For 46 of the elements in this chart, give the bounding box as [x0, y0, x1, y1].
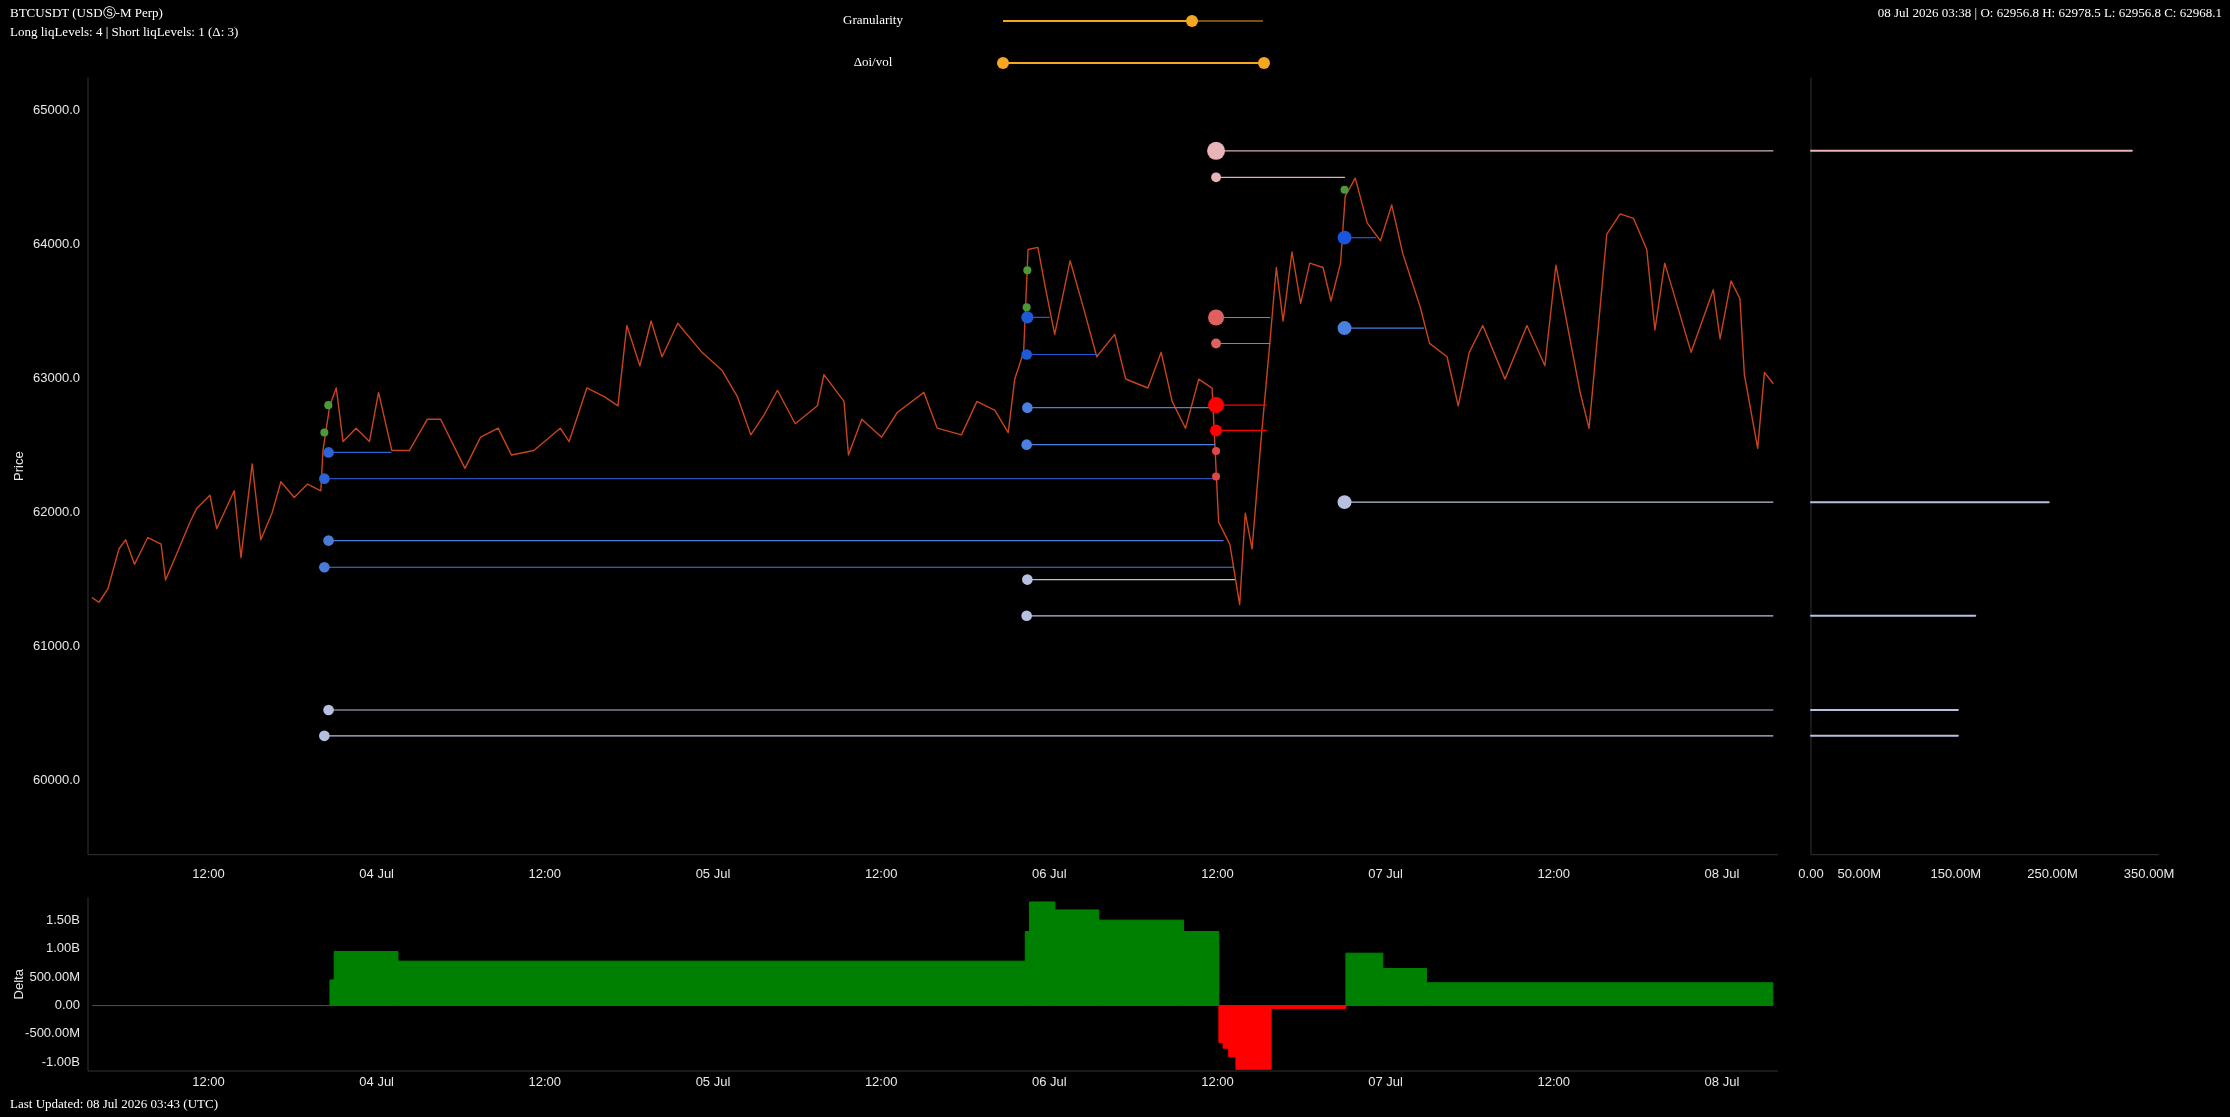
y-tick-label: 61000.0: [33, 638, 80, 654]
y-tick-label: -500.00M: [25, 1025, 80, 1041]
x-tick-label: 12:00: [1537, 866, 1571, 882]
x-tick-label: 07 Jul: [1368, 1074, 1404, 1090]
x-tick-label: 150.00M: [1930, 866, 1982, 882]
x-tick-label: 12:00: [1537, 1074, 1571, 1090]
x-tick-label: 350.00M: [2123, 866, 2175, 882]
x-tick-label: 06 Jul: [1031, 1074, 1067, 1090]
x-tick-label: 05 Jul: [695, 1074, 731, 1090]
x-tick-label: 12:00: [192, 866, 225, 882]
x-tick-label: 04 Jul: [359, 1074, 395, 1090]
x-tick-label: 12:00: [1201, 1074, 1234, 1090]
text: Last Updated: 08 Jul 2026 03:43 (UTC): [10, 1095, 218, 1111]
y-tick-label: -1.00B: [41, 1053, 80, 1069]
x-tick-label: 08 Jul: [1704, 866, 1740, 882]
y-tick-label: 0.00: [54, 996, 80, 1012]
x-tick-label: 12:00: [528, 866, 562, 882]
text: Δoi/vol: [853, 53, 893, 69]
y-tick-label: 63000.0: [33, 370, 80, 386]
x-tick-label: 12:00: [528, 1074, 562, 1090]
x-tick-label: 12:00: [864, 866, 898, 882]
x-tick-label: 12:00: [864, 1074, 898, 1090]
x-tick-label: 05 Jul: [695, 866, 731, 882]
x-tick-label: 06 Jul: [1031, 866, 1067, 882]
x-tick-label: 12:00: [1201, 866, 1234, 882]
y-tick-label: 62000.0: [33, 504, 80, 520]
y-tick-label: 1.00B: [46, 940, 80, 956]
x-tick-label: 50.00M: [1837, 866, 1881, 882]
y-axis-title: Delta: [11, 968, 27, 1000]
x-tick-label: 250.00M: [2027, 866, 2078, 882]
y-tick-label: 60000.0: [33, 772, 80, 788]
y-tick-label: 500.00M: [29, 968, 80, 984]
x-tick-label: 08 Jul: [1704, 1074, 1740, 1090]
y-axis-title: Price: [11, 451, 27, 481]
x-tick-label: 07 Jul: [1368, 866, 1404, 882]
chart-title: BTCUSDT (USDⓈ-M Perp): [10, 4, 163, 20]
text: Granularity: [843, 11, 904, 27]
x-tick-label: 04 Jul: [359, 866, 395, 882]
x-tick-label: 12:00: [192, 1074, 225, 1090]
y-tick-label: 1.50B: [46, 911, 80, 927]
y-tick-label: 65000.0: [33, 102, 80, 118]
chart-subtitle: Long liqLevels: 4 | Short liqLevels: 1 (Δ: 3): [10, 23, 239, 39]
line-series: [91, 177, 1774, 606]
x-tick-label: 0.00: [1798, 866, 1824, 882]
y-tick-label: 64000.0: [33, 236, 80, 252]
text: 08 Jul 2026 03:38 | O: 62956.8 H: 62978.5 L: 62956.8 C: 62968.1: [1877, 4, 2222, 20]
